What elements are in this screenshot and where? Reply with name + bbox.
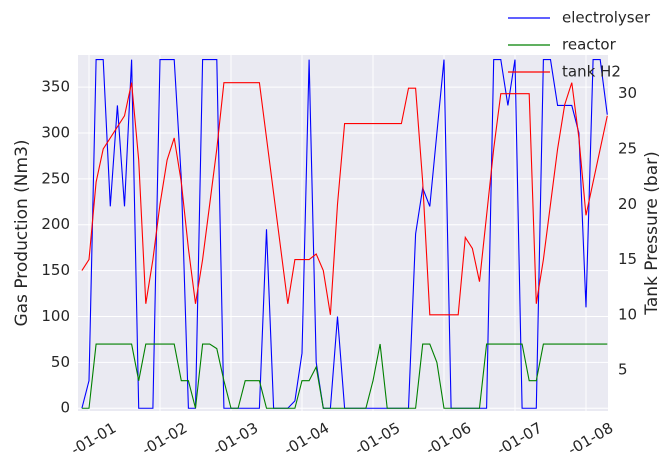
x-tick-label: -01-04	[281, 419, 332, 459]
y2-tick-label: 10	[618, 305, 637, 323]
x-tick-label: -01-02	[139, 419, 190, 459]
y-tick-label: 150	[41, 261, 70, 279]
y2-tick-label: 25	[618, 139, 637, 157]
legend-label: electrolyser	[562, 9, 651, 27]
legend-label: tank H2	[562, 63, 621, 81]
y-tick-label: 300	[41, 123, 70, 141]
legend-label: reactor	[562, 36, 617, 54]
y-tick-label: 0	[60, 399, 70, 417]
legend: electrolyser reactor tank H2	[508, 9, 651, 81]
y-tick-label: 100	[41, 307, 70, 325]
y-tick-label: 200	[41, 215, 70, 233]
y-tick-label: 50	[51, 353, 70, 371]
x-tick-label: -01-03	[210, 419, 261, 459]
x-tick-label: -01-05	[352, 419, 403, 459]
series-line	[81, 82, 608, 316]
y-tick-label: 350	[41, 78, 70, 96]
x-tick-label: -01-01	[68, 419, 119, 459]
y-axis-label: Gas Production (Nm3)	[12, 139, 32, 326]
series-line	[81, 343, 608, 409]
y2-tick-label: 15	[618, 250, 637, 268]
x-tick-label: -01-07	[494, 419, 545, 459]
plot-background	[78, 55, 608, 411]
x-tick-label: -01-08	[565, 419, 616, 459]
y2-tick-label: 30	[618, 84, 637, 102]
x-tick-label: -01-06	[423, 419, 474, 459]
y2-tick-label: 20	[618, 195, 637, 213]
y2-axis-label: Tank Pressure (bar)	[642, 151, 662, 315]
y-tick-label: 250	[41, 169, 70, 187]
y2-tick-label: 5	[618, 361, 628, 379]
